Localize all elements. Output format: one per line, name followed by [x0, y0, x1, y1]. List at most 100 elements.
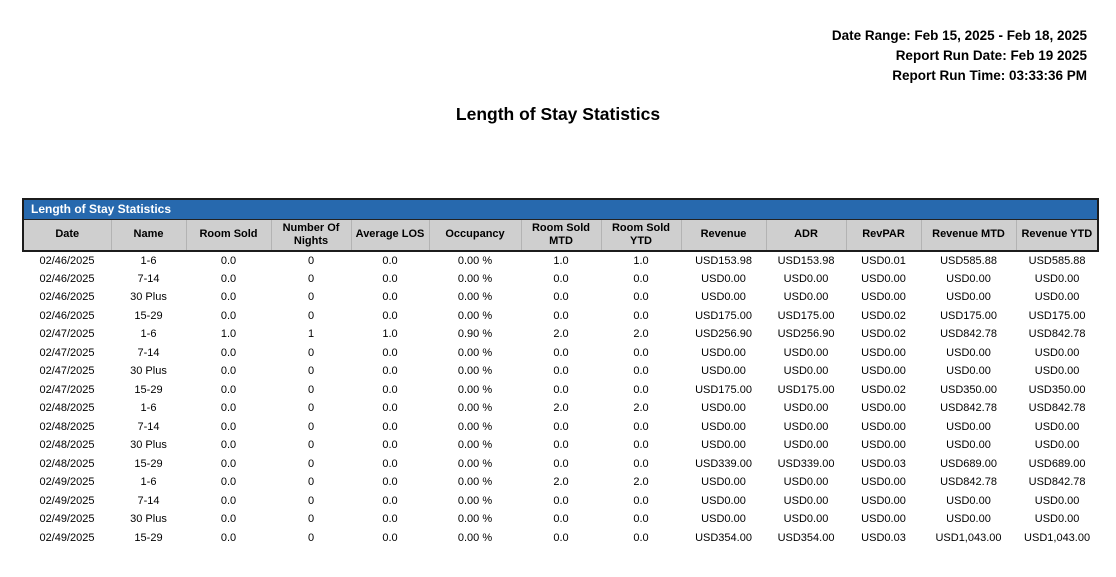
cell-revenue-mtd: USD0.00 — [921, 269, 1016, 288]
cell-room-sold-mtd: 0.0 — [521, 306, 601, 325]
cell-revenue-ytd: USD0.00 — [1016, 417, 1099, 436]
cell-adr: USD354.00 — [766, 528, 846, 547]
cell-revenue-mtd: USD0.00 — [921, 510, 1016, 529]
cell-name: 30 Plus — [111, 436, 186, 455]
cell-room-sold-mtd: 2.0 — [521, 473, 601, 492]
cell-room-sold: 0.0 — [186, 343, 271, 362]
cell-revenue: USD0.00 — [681, 510, 766, 529]
cell-revenue-mtd: USD0.00 — [921, 362, 1016, 381]
cell-room-sold-mtd: 0.0 — [521, 288, 601, 307]
cell-room-sold-ytd: 0.0 — [601, 288, 681, 307]
cell-occupancy: 0.00 % — [429, 399, 521, 418]
cell-revenue: USD256.90 — [681, 325, 766, 344]
cell-room-sold-ytd: 0.0 — [601, 417, 681, 436]
cell-room-sold: 0.0 — [186, 380, 271, 399]
cell-date: 02/48/2025 — [23, 417, 111, 436]
cell-revpar: USD0.03 — [846, 528, 921, 547]
cell-number-of-nights: 0 — [271, 362, 351, 381]
cell-revenue-ytd: USD0.00 — [1016, 343, 1099, 362]
cell-number-of-nights: 0 — [271, 491, 351, 510]
cell-revenue-mtd: USD350.00 — [921, 380, 1016, 399]
cell-revenue-ytd: USD0.00 — [1016, 362, 1099, 381]
cell-adr: USD0.00 — [766, 362, 846, 381]
cell-revenue-ytd: USD0.00 — [1016, 510, 1099, 529]
table-row: 02/46/2025 30 Plus 0.0 0 0.0 0.00 % 0.0 0.0 USD0… — [23, 288, 1099, 307]
cell-occupancy: 0.00 % — [429, 510, 521, 529]
cell-occupancy: 0.00 % — [429, 436, 521, 455]
cell-revenue-ytd: USD689.00 — [1016, 454, 1099, 473]
cell-date: 02/46/2025 — [23, 306, 111, 325]
cell-revenue-mtd: USD175.00 — [921, 306, 1016, 325]
cell-name: 15-29 — [111, 528, 186, 547]
cell-occupancy: 0.00 % — [429, 306, 521, 325]
cell-revenue: USD0.00 — [681, 491, 766, 510]
cell-adr: USD153.98 — [766, 251, 846, 270]
cell-occupancy: 0.00 % — [429, 473, 521, 492]
cell-average-los: 0.0 — [351, 380, 429, 399]
column-header-revenue-ytd: Revenue YTD — [1015, 219, 1099, 251]
cell-revenue: USD153.98 — [681, 251, 766, 270]
cell-name: 1-6 — [111, 325, 186, 344]
cell-revenue-mtd: USD585.88 — [921, 251, 1016, 270]
table-section-title: Length of Stay Statistics — [23, 199, 1099, 220]
report-meta: Date Range: Feb 15, 2025 - Feb 18, 2025 … — [832, 26, 1087, 86]
cell-room-sold-mtd: 0.0 — [521, 436, 601, 455]
cell-date: 02/47/2025 — [23, 343, 111, 362]
cell-room-sold: 0.0 — [186, 306, 271, 325]
cell-room-sold-ytd: 0.0 — [601, 491, 681, 510]
cell-date: 02/49/2025 — [23, 473, 111, 492]
cell-revpar: USD0.03 — [846, 454, 921, 473]
date-range-label: Date Range: Feb 15, 2025 - Feb 18, 2025 — [831, 28, 1087, 43]
cell-date: 02/47/2025 — [23, 380, 111, 399]
cell-number-of-nights: 0 — [271, 510, 351, 529]
table-row: 02/47/2025 30 Plus 0.0 0 0.0 0.00 % 0.0 0.0 USD0… — [23, 362, 1099, 381]
cell-revenue-ytd: USD842.78 — [1016, 399, 1099, 418]
cell-average-los: 0.0 — [351, 473, 429, 492]
cell-adr: USD0.00 — [766, 269, 846, 288]
cell-room-sold: 0.0 — [186, 491, 271, 510]
cell-number-of-nights: 0 — [271, 528, 351, 547]
cell-room-sold-ytd: 0.0 — [601, 510, 681, 529]
cell-room-sold-mtd: 0.0 — [521, 362, 601, 381]
cell-revpar: USD0.00 — [846, 362, 921, 381]
cell-occupancy: 0.00 % — [429, 491, 521, 510]
cell-number-of-nights: 0 — [271, 251, 351, 270]
cell-room-sold-mtd: 0.0 — [521, 454, 601, 473]
cell-room-sold: 1.0 — [186, 325, 271, 344]
cell-room-sold: 0.0 — [186, 417, 271, 436]
cell-occupancy: 0.00 % — [429, 454, 521, 473]
cell-room-sold-ytd: 0.0 — [601, 343, 681, 362]
cell-room-sold-ytd: 0.0 — [601, 362, 681, 381]
table-row: 02/49/2025 15-29 0.0 0 0.0 0.00 % 0.0 0.0 USD354… — [23, 528, 1099, 547]
cell-name: 15-29 — [111, 306, 186, 325]
cell-revenue-mtd: USD0.00 — [921, 491, 1016, 510]
table-row: 02/47/2025 15-29 0.0 0 0.0 0.00 % 0.0 0.0 USD175… — [23, 380, 1099, 399]
cell-adr: USD175.00 — [766, 380, 846, 399]
cell-revpar: USD0.02 — [846, 325, 921, 344]
cell-room-sold-mtd: 0.0 — [521, 510, 601, 529]
cell-occupancy: 0.00 % — [429, 269, 521, 288]
column-header-revpar: RevPAR — [845, 219, 921, 251]
cell-average-los: 1.0 — [351, 325, 429, 344]
length-of-stay-table: Length of Stay Statistics Date Name Room S… — [22, 198, 1099, 547]
cell-adr: USD0.00 — [766, 491, 846, 510]
cell-revenue-ytd: USD842.78 — [1016, 325, 1099, 344]
column-header-revenue-mtd: Revenue MTD — [920, 219, 1016, 251]
cell-number-of-nights: 0 — [271, 417, 351, 436]
cell-date: 02/47/2025 — [23, 325, 111, 344]
cell-room-sold: 0.0 — [186, 454, 271, 473]
cell-revenue-ytd: USD1,043.00 — [1016, 528, 1099, 547]
cell-revpar: USD0.00 — [846, 473, 921, 492]
cell-date: 02/49/2025 — [23, 510, 111, 529]
cell-room-sold: 0.0 — [186, 528, 271, 547]
cell-average-los: 0.0 — [351, 399, 429, 418]
cell-average-los: 0.0 — [351, 343, 429, 362]
cell-room-sold-mtd: 1.0 — [521, 251, 601, 270]
cell-room-sold: 0.0 — [186, 473, 271, 492]
cell-name: 15-29 — [111, 380, 186, 399]
table-row: 02/47/2025 7-14 0.0 0 0.0 0.00 % 0.0 0.0 USD0.00… — [23, 343, 1099, 362]
cell-revenue-ytd: USD842.78 — [1016, 473, 1099, 492]
column-header-occupancy: Occupancy — [428, 219, 521, 251]
cell-revenue: USD0.00 — [681, 269, 766, 288]
column-header-adr: ADR — [765, 219, 846, 251]
